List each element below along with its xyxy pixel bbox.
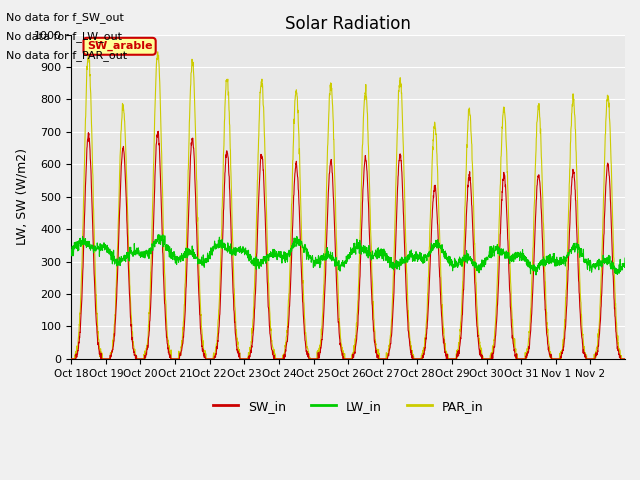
Text: No data for f_LW_out: No data for f_LW_out xyxy=(6,31,122,42)
Legend: SW_in, LW_in, PAR_in: SW_in, LW_in, PAR_in xyxy=(208,395,488,418)
Text: SW_arable: SW_arable xyxy=(87,41,152,51)
Text: No data for f_PAR_out: No data for f_PAR_out xyxy=(6,50,127,61)
Y-axis label: LW, SW (W/m2): LW, SW (W/m2) xyxy=(15,148,28,245)
Text: No data for f_SW_out: No data for f_SW_out xyxy=(6,12,124,23)
Title: Solar Radiation: Solar Radiation xyxy=(285,15,411,33)
